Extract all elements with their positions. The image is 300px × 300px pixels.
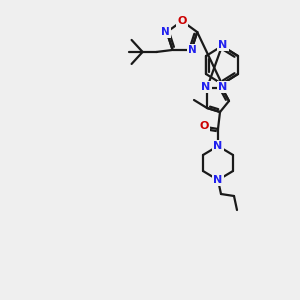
Text: N: N — [213, 141, 223, 151]
Text: N: N — [218, 82, 228, 92]
Text: N: N — [213, 175, 223, 185]
Text: O: O — [199, 121, 209, 131]
Text: N: N — [161, 27, 170, 37]
Text: N: N — [218, 40, 228, 50]
Text: N: N — [201, 82, 211, 92]
Text: O: O — [177, 16, 187, 26]
Text: N: N — [188, 45, 197, 55]
